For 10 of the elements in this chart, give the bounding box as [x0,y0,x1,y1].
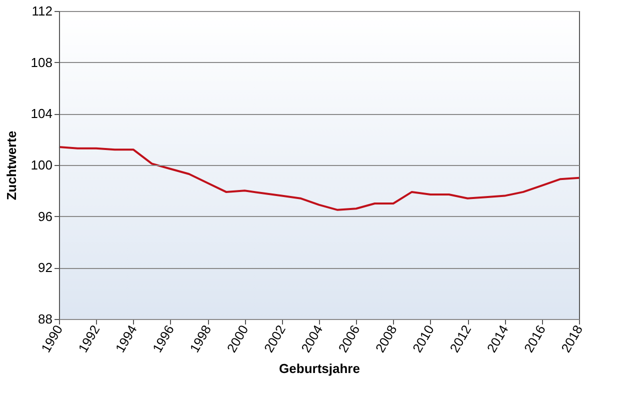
y-tick-label: 96 [38,208,52,224]
y-tick-label: 92 [38,260,52,276]
y-axis-title: Zuchtwerte [4,130,19,200]
y-tick-label: 112 [32,4,52,18]
y-tick-label: 100 [30,158,52,172]
y-tick-label: 88 [38,312,52,326]
y-tick-label: 108 [30,54,52,70]
y-tick-label: 104 [30,106,52,122]
line-series [58,146,580,211]
x-axis-title: Geburtsjahre [279,361,360,376]
